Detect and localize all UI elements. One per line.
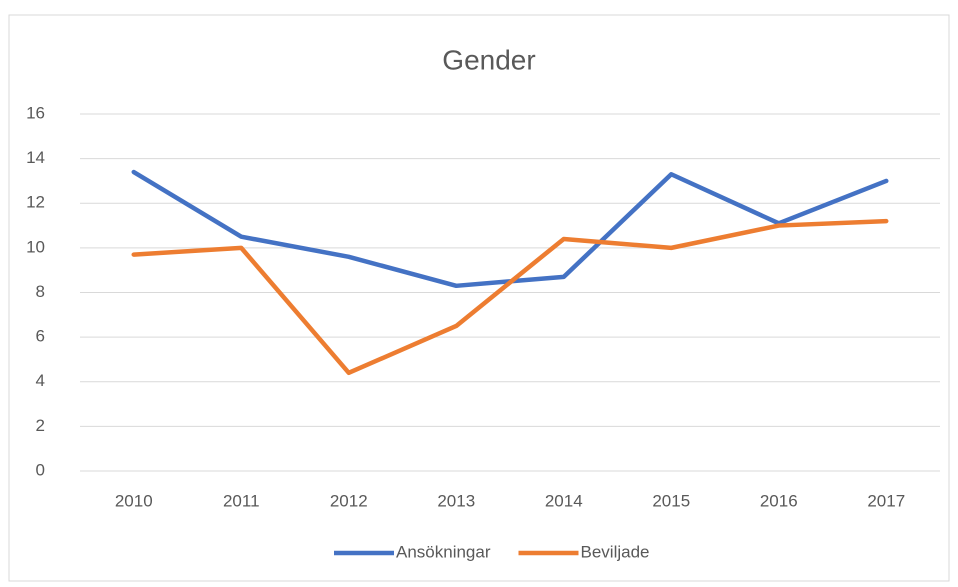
y-tick-label: 0 <box>36 460 45 479</box>
legend-label: Ansökningar <box>396 542 491 561</box>
x-tick-label: 2016 <box>760 491 798 510</box>
x-tick-label: 2015 <box>652 491 690 510</box>
legend-label: Beviljade <box>581 542 650 561</box>
x-tick-label: 2013 <box>437 491 475 510</box>
x-tick-label: 2012 <box>330 491 368 510</box>
y-tick-label: 10 <box>26 237 45 256</box>
y-tick-label: 14 <box>26 148 45 167</box>
series-line <box>131 218 889 376</box>
x-tick-label: 2017 <box>867 491 905 510</box>
x-tick-label: 2010 <box>115 491 153 510</box>
y-tick-label: 12 <box>26 193 45 212</box>
x-tick-label: 2011 <box>223 491 260 510</box>
x-tick-label: 2014 <box>545 491 583 510</box>
chart-title: Gender <box>442 44 535 75</box>
y-tick-label: 4 <box>36 371 45 390</box>
y-tick-label: 16 <box>26 103 45 122</box>
y-tick-label: 2 <box>36 416 45 435</box>
chart-border <box>8 14 950 582</box>
y-tick-label: 8 <box>36 282 45 301</box>
y-tick-label: 6 <box>36 327 45 346</box>
